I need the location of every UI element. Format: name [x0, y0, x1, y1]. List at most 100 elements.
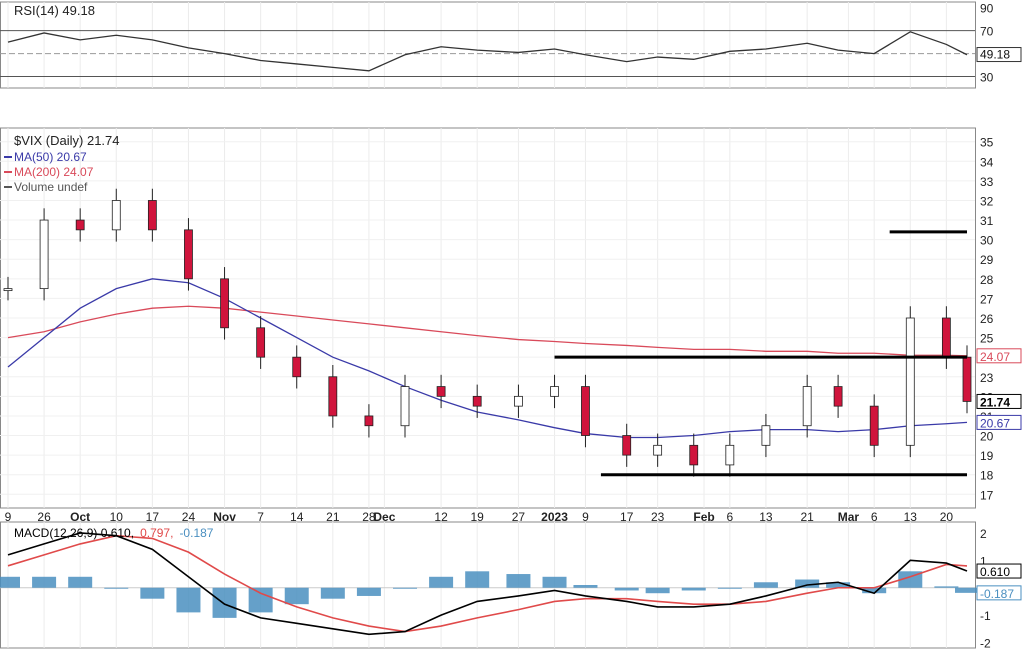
- macd-hist-bar: [320, 587, 345, 599]
- candle: [39, 219, 49, 290]
- price-tick-label: 29: [980, 253, 994, 267]
- macd-line: [7, 532, 968, 636]
- x-tick-label: 2023: [541, 510, 568, 524]
- candle: [802, 386, 812, 427]
- x-tick-label: 9: [582, 510, 589, 524]
- x-tick-label: 28: [362, 510, 376, 524]
- candle: [905, 317, 915, 446]
- candle: [833, 386, 843, 407]
- candle: [472, 395, 482, 407]
- price-tick-label: 18: [980, 469, 994, 483]
- x-tick-label: 24: [182, 510, 196, 524]
- x-tick-label: 21: [326, 510, 340, 524]
- candle: [725, 444, 735, 466]
- price-tick-label: 19: [980, 449, 994, 463]
- candle: [436, 386, 446, 397]
- macd-hist-bar: [614, 587, 639, 591]
- macd-legend-label: MACD(12,26,9) 0.610,: [14, 526, 134, 540]
- price-tick-label: 27: [980, 292, 994, 306]
- candle: [75, 219, 85, 231]
- x-tick-label: Mar: [838, 510, 860, 524]
- price-title: $VIX (Daily) 21.74: [14, 133, 120, 148]
- macd-hist-bar: [573, 585, 598, 588]
- price-value-label: 24.07: [980, 350, 1010, 364]
- x-tick-label: 17: [146, 510, 160, 524]
- candle: [292, 356, 302, 378]
- rsi-tick-label: 90: [980, 2, 994, 16]
- price-tick-label: 28: [980, 273, 994, 287]
- macd-legend-label: 0.797,: [140, 526, 173, 540]
- x-tick-label: 13: [759, 510, 773, 524]
- candle: [184, 229, 193, 280]
- macd-hist-bar: [717, 587, 742, 589]
- price-tick-label: 34: [980, 155, 994, 169]
- x-tick-label: Dec: [373, 510, 395, 524]
- panel-frames: [0, 1, 976, 649]
- price-tick-label: 31: [980, 214, 994, 228]
- candle: [869, 405, 879, 446]
- x-tick-label: Nov: [213, 510, 236, 524]
- macd-hist-bar: [753, 582, 778, 588]
- candle: [761, 425, 771, 446]
- macd-hist-bar: [140, 587, 165, 599]
- macd-hist-bar: [465, 571, 490, 588]
- legend-label: MA(200) 24.07: [14, 165, 94, 179]
- candle: [962, 356, 972, 402]
- rsi-value-label: 49.18: [980, 48, 1010, 62]
- legend-label: MA(50) 20.67: [14, 150, 87, 164]
- rsi-tick-label: 70: [980, 25, 994, 39]
- candle: [653, 444, 663, 456]
- x-tick-label: 9: [5, 510, 12, 524]
- ma200-line: [7, 305, 968, 357]
- macd-hist-bar: [955, 587, 979, 593]
- price-tick-label: 33: [980, 175, 994, 189]
- price-tick-label: 32: [980, 194, 994, 208]
- candle: [550, 386, 559, 397]
- macd-hist-bar: [104, 587, 129, 589]
- price-tick-label: 30: [980, 234, 994, 248]
- x-tick-label: 23: [651, 510, 665, 524]
- candle: [364, 415, 374, 427]
- price-value-label: 20.67: [980, 416, 1010, 430]
- macd-value-label: -0.187: [980, 587, 1014, 601]
- macd-tick-label: 1: [980, 554, 987, 568]
- x-tick-label: 12: [434, 510, 448, 524]
- macd-tick-label: -1: [980, 609, 991, 623]
- x-tick-label: 10: [110, 510, 124, 524]
- legend-label: Volume undef: [14, 180, 88, 194]
- macd-hist-bar: [506, 574, 531, 588]
- candle: [328, 376, 338, 417]
- macd-hist-bar: [934, 586, 959, 588]
- price-value-box: [976, 414, 1022, 430]
- macd-hist-bar: [356, 587, 381, 596]
- price-tick-label: 23: [980, 371, 994, 385]
- price-tick-label: 17: [980, 488, 994, 502]
- macd-hist-bar: [284, 587, 309, 605]
- x-tick-label: Feb: [693, 510, 714, 524]
- macd-hist-bar: [795, 579, 820, 588]
- candle: [941, 317, 951, 358]
- rsi-frame: [0, 1, 976, 89]
- macd-hist-bar: [393, 587, 418, 589]
- rsi-tick-label: 30: [980, 71, 994, 85]
- price-tick-label: 25: [980, 332, 994, 346]
- candle: [256, 327, 266, 358]
- candle: [147, 200, 157, 231]
- macd-hist-bar: [248, 587, 273, 613]
- macd-value-label: 0.610: [980, 565, 1010, 579]
- macd-hist-bar: [645, 587, 670, 594]
- macd-hist-bar: [68, 576, 93, 588]
- macd-value-box: [976, 563, 1022, 579]
- rsi-panel: [0, 30, 975, 78]
- macd-hist-bar: [862, 587, 887, 594]
- macd-value-box: [976, 585, 1022, 601]
- ma50-line: [7, 278, 968, 439]
- price-tick-label: 35: [980, 136, 994, 150]
- x-tick-label: 6: [871, 510, 878, 524]
- macd-hist-bar: [542, 576, 567, 588]
- price-value-box: [976, 348, 1022, 364]
- price-tick-label: 20: [980, 430, 994, 444]
- price-panel: [3, 188, 972, 477]
